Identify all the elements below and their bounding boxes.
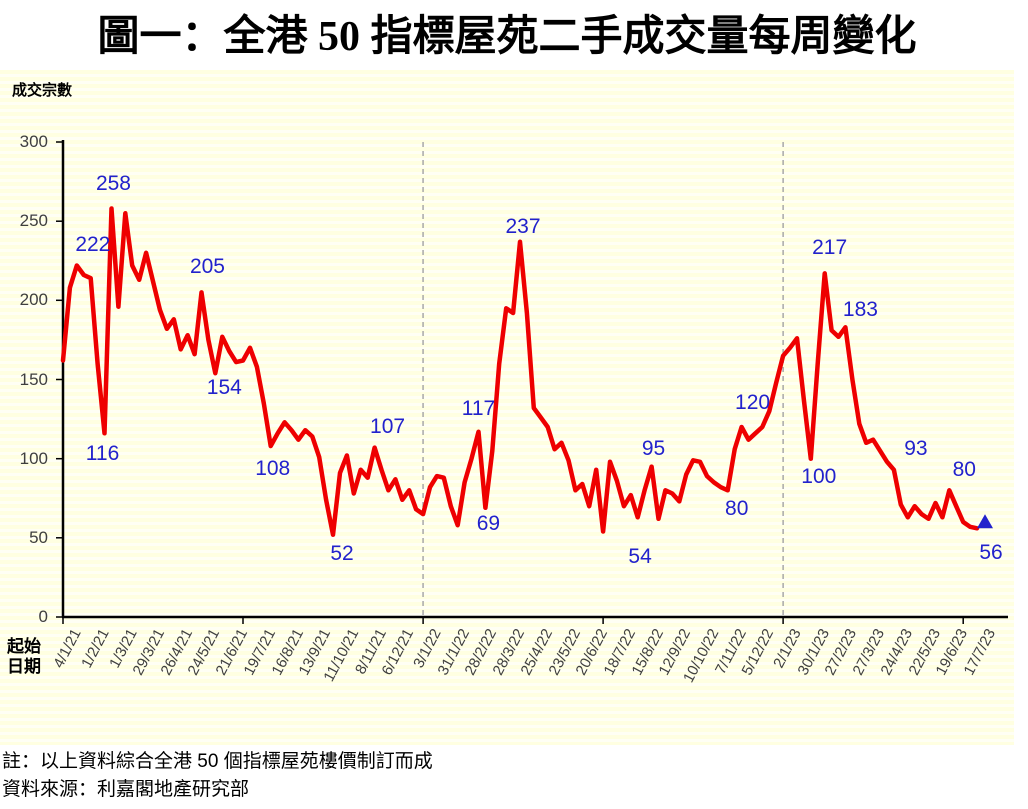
data-point-value-label: 237 bbox=[505, 214, 541, 238]
data-point-value-label: 52 bbox=[330, 541, 354, 565]
y-tick-label: 100 bbox=[19, 448, 48, 468]
data-point-value-label: 217 bbox=[812, 236, 848, 260]
y-tick-label: 50 bbox=[29, 527, 48, 547]
data-point-value-label: 107 bbox=[370, 414, 406, 438]
y-tick-label: 200 bbox=[19, 290, 48, 310]
data-point-value-label: 95 bbox=[641, 436, 666, 460]
y-tick-label: 150 bbox=[19, 369, 48, 389]
data-point-value-label: 108 bbox=[255, 457, 291, 480]
data-point-value-label: 117 bbox=[461, 396, 496, 420]
data-point-value-label: 80 bbox=[725, 497, 749, 521]
data-point-value-label: 93 bbox=[904, 436, 928, 460]
figure-title: 圖一：全港 50 指標屋苑二手成交量每周變化 bbox=[97, 14, 917, 60]
data-point-value-label: 56 bbox=[979, 541, 1003, 565]
y-tick-label: 250 bbox=[19, 211, 48, 231]
data-point-value-label: 183 bbox=[842, 298, 878, 322]
chart-area: 成交宗數 起始日期 0 50 100 150 200 250 300 4/1/21 1/2/2… bbox=[0, 70, 1014, 745]
data-point-value-label: 116 bbox=[85, 442, 120, 466]
chart-plot-svg bbox=[56, 140, 1008, 624]
x-axis-title: 起始日期 bbox=[7, 637, 41, 676]
data-point-value-label: 222 bbox=[75, 232, 111, 256]
data-point-value-label: 120 bbox=[735, 391, 771, 414]
y-tick-label: 300 bbox=[19, 132, 48, 151]
y-axis-title: 成交宗數 bbox=[12, 82, 73, 99]
data-point-value-label: 205 bbox=[189, 255, 225, 279]
data-point-value-label: 54 bbox=[628, 544, 652, 568]
latest-point-triangle-marker bbox=[977, 514, 993, 529]
data-point-value-label: 69 bbox=[476, 511, 501, 535]
weekly-transactions-line bbox=[60, 206, 980, 537]
y-tick-label: 0 bbox=[38, 607, 48, 626]
data-point-value-label: 80 bbox=[952, 458, 976, 482]
source-note: 資料來源：利嘉閣地產研究部 bbox=[2, 779, 250, 800]
data-point-value-label: 100 bbox=[801, 464, 837, 488]
data-point-value-label: 258 bbox=[95, 171, 131, 195]
data-point-value-label: 154 bbox=[206, 376, 242, 400]
footnote: 註：以上資料綜合全港 50 個指標屋苑樓價制訂而成 bbox=[2, 751, 433, 772]
